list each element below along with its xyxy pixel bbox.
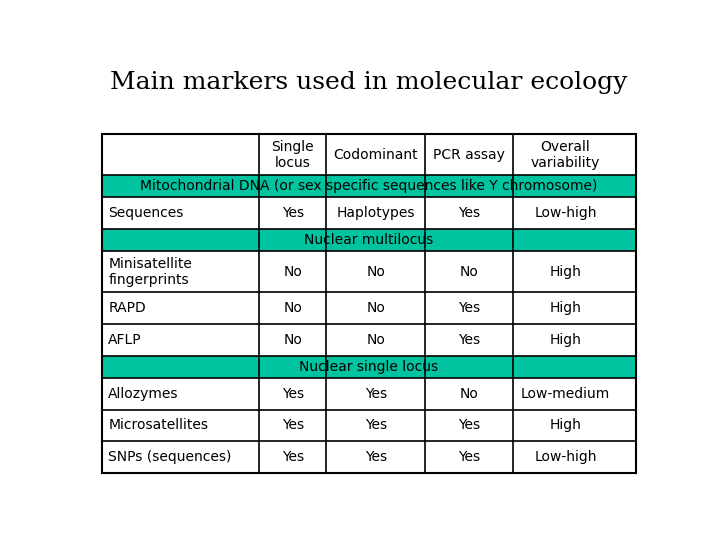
Text: Low-high: Low-high (534, 206, 597, 220)
Text: Main markers used in molecular ecology: Main markers used in molecular ecology (110, 71, 628, 94)
Text: No: No (366, 265, 385, 279)
Text: Nuclear single locus: Nuclear single locus (300, 360, 438, 374)
Bar (102, 441, 636, 473)
Text: Yes: Yes (282, 387, 304, 401)
Text: Yes: Yes (458, 333, 480, 347)
Text: High: High (549, 265, 582, 279)
Text: Yes: Yes (282, 206, 304, 220)
Text: High: High (549, 418, 582, 433)
Text: Low-high: Low-high (534, 450, 597, 464)
Text: AFLP: AFLP (108, 333, 142, 347)
Text: Microsatellites: Microsatellites (108, 418, 208, 433)
Text: No: No (284, 301, 302, 315)
Text: Mitochondrial DNA (or sex specific sequences like Y chromosome): Mitochondrial DNA (or sex specific seque… (140, 179, 598, 193)
Text: Yes: Yes (282, 418, 304, 433)
Text: Yes: Yes (282, 450, 304, 464)
Text: SNPs (sequences): SNPs (sequences) (108, 450, 232, 464)
Bar (102, 324, 636, 356)
Bar (102, 134, 636, 176)
Text: Codominant: Codominant (333, 147, 418, 161)
Bar (102, 198, 636, 229)
Bar (102, 409, 636, 441)
Bar (102, 251, 636, 293)
Text: Yes: Yes (458, 418, 480, 433)
Text: Nuclear multilocus: Nuclear multilocus (305, 233, 433, 247)
Text: Yes: Yes (458, 450, 480, 464)
Text: No: No (460, 387, 479, 401)
Bar (102, 378, 636, 409)
Bar (102, 229, 636, 251)
Text: Yes: Yes (364, 450, 387, 464)
Text: Yes: Yes (458, 206, 480, 220)
Text: Yes: Yes (458, 301, 480, 315)
Bar (102, 134, 636, 473)
Text: Low-medium: Low-medium (521, 387, 610, 401)
Text: No: No (366, 333, 385, 347)
Text: Yes: Yes (364, 387, 387, 401)
Text: No: No (284, 265, 302, 279)
Text: No: No (284, 333, 302, 347)
Bar (102, 356, 636, 378)
Text: High: High (549, 301, 582, 315)
Text: No: No (366, 301, 385, 315)
Bar (102, 176, 636, 198)
Text: No: No (460, 265, 479, 279)
Bar (102, 293, 636, 324)
Text: PCR assay: PCR assay (433, 147, 505, 161)
Text: Allozymes: Allozymes (108, 387, 179, 401)
Text: High: High (549, 333, 582, 347)
Text: Single
locus: Single locus (271, 139, 314, 170)
Text: Minisatellite
fingerprints: Minisatellite fingerprints (108, 256, 192, 287)
Text: Haplotypes: Haplotypes (336, 206, 415, 220)
Text: Sequences: Sequences (108, 206, 184, 220)
Text: RAPD: RAPD (108, 301, 146, 315)
Text: Overall
variability: Overall variability (531, 139, 600, 170)
Text: Yes: Yes (364, 418, 387, 433)
